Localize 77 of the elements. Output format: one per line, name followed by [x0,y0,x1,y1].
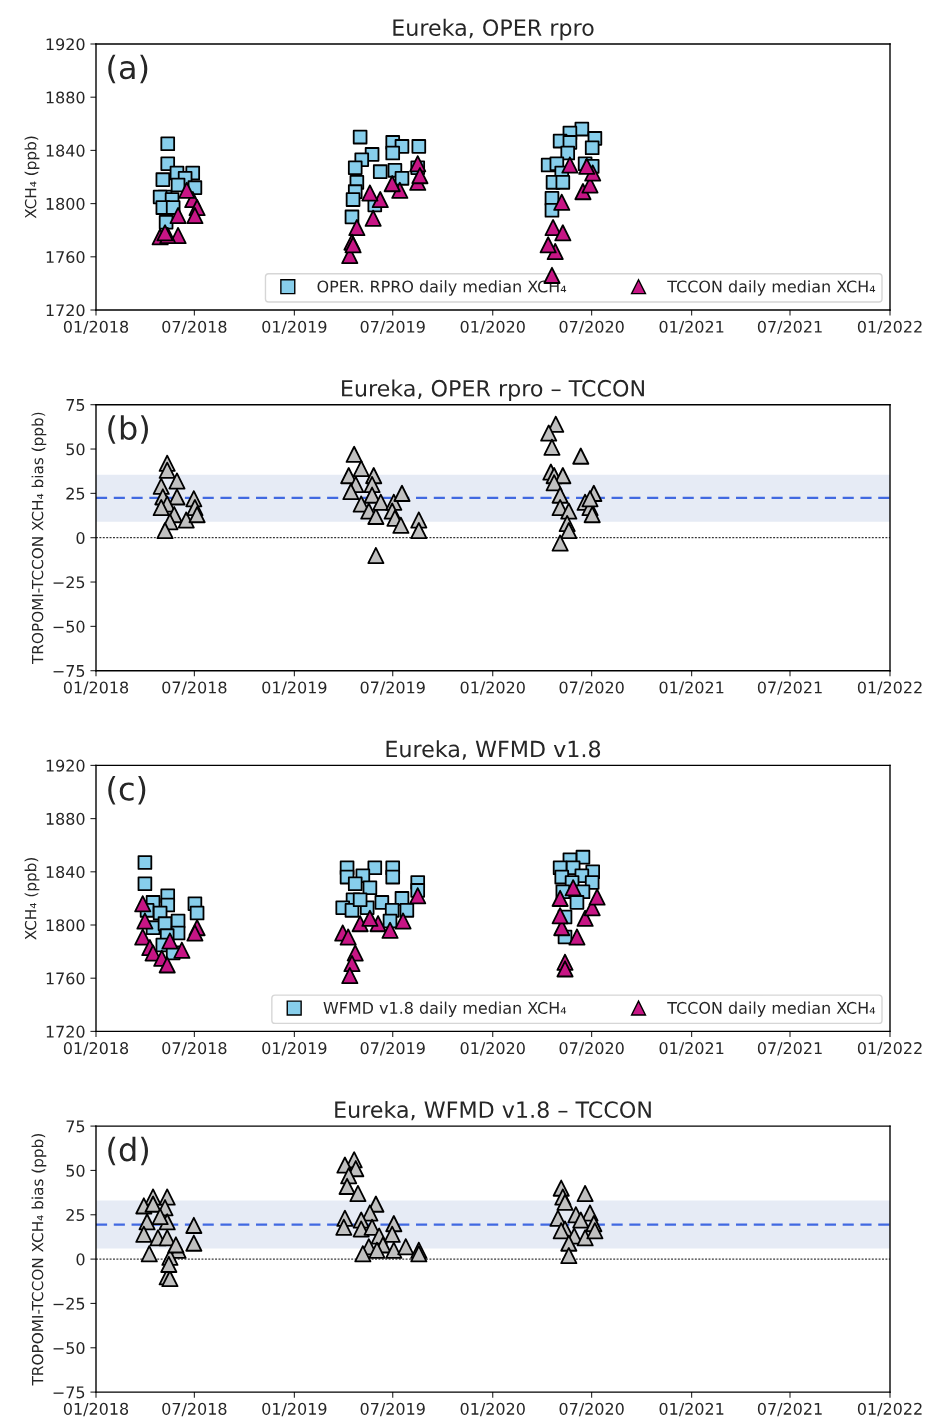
x-tick-label: 07/2018 [162,1042,227,1056]
x-tick-label: 01/2019 [262,1042,327,1056]
x-tick-label: 01/2018 [63,681,129,695]
y-tick-label: 0 [76,531,85,544]
chart-title: Eureka, OPER rpro – TCCON [342,379,644,401]
x-tick-label: 07/2018 [162,320,227,335]
y-tick-label: −75 [53,665,85,677]
x-tick-label: 01/2018 [63,320,129,335]
y-tick-label: 25 [66,1208,85,1222]
x-tick-label: 07/2021 [757,681,822,695]
x-tick-label: 01/2021 [659,681,724,695]
x-tick-label: 07/2021 [757,1402,822,1417]
x-tick-label: 01/2022 [857,681,922,695]
x-tick-label: 01/2019 [262,1402,327,1417]
y-axis-title: XCH₄ (ppb) [24,136,40,219]
chart-title: Eureka, WFMD v1.8 [386,740,601,760]
y-tick-label: 75 [66,399,85,411]
annotation: (d) [108,1136,148,1166]
x-tick-label: 07/2019 [360,1402,425,1417]
x-tick-label: 01/2020 [460,320,525,335]
y-axis-title: TROPOMI-TCCON XCH₄ bias (ppb) [31,412,47,665]
y-axis-title: TROPOMI-TCCON XCH₄ bias (ppb) [31,1134,47,1386]
x-tick-label: 01/2021 [659,1042,724,1056]
y-tick-label: 1920 [46,38,85,51]
y-tick-label: −50 [53,620,85,633]
legend-label: WFMD v1.8 daily median XCH₄ [323,1001,567,1018]
y-tick-label: 1800 [46,197,85,210]
x-tick-label: 07/2019 [360,1042,425,1056]
chart-title: Eureka, OPER rpro [393,18,594,41]
x-tick-label: 07/2020 [559,320,624,335]
y-tick-label: 1720 [46,1025,85,1038]
annotation: (c) [108,776,146,805]
y-tick-label: 1720 [46,304,85,317]
y-tick-label: 1880 [46,812,85,825]
legend-label: TCCON daily median XCH₄ [667,1001,876,1018]
x-tick-label: 07/2020 [559,1402,624,1417]
chart-title: Eureka, WFMD v1.8 – TCCON [335,1100,651,1121]
x-tick-label: 07/2021 [757,1042,822,1056]
y-tick-label: 50 [66,1164,85,1177]
y-tick-label: 1800 [46,919,85,932]
y-tick-label: 0 [76,1253,85,1266]
y-tick-label: 75 [66,1120,85,1133]
y-tick-label: −50 [53,1341,85,1355]
x-tick-label: 07/2021 [757,320,822,335]
x-tick-label: 07/2019 [360,320,425,335]
x-tick-label: 01/2020 [460,681,525,695]
x-tick-label: 01/2021 [659,320,724,335]
y-tick-label: 1840 [46,866,85,879]
x-tick-label: 01/2022 [857,320,922,335]
y-tick-label: 1880 [46,91,85,104]
x-tick-label: 01/2019 [262,681,327,695]
y-tick-label: −75 [53,1386,85,1399]
y-tick-label: 1920 [46,759,85,772]
x-tick-label: 01/2020 [460,1042,525,1056]
x-tick-label: 07/2018 [162,681,227,695]
x-tick-label: 01/2019 [262,320,327,335]
y-tick-label: 25 [66,487,85,500]
x-tick-label: 01/2018 [63,1402,129,1417]
x-tick-label: 07/2019 [360,681,425,695]
y-tick-label: −25 [53,576,85,589]
legend-label: TCCON daily median XCH₄ [667,280,876,296]
y-tick-label: −25 [53,1297,85,1310]
x-tick-label: 07/2018 [162,1402,227,1417]
x-tick-label: 01/2021 [659,1402,724,1417]
x-tick-label: 01/2020 [460,1402,525,1417]
y-axis-title: XCH₄ (ppb) [24,857,40,940]
x-tick-label: 01/2018 [63,1042,129,1056]
x-tick-label: 01/2022 [857,1402,922,1417]
annotation: (b) [108,415,148,444]
x-tick-label: 07/2020 [559,1042,624,1056]
y-tick-label: 1760 [46,251,85,264]
x-tick-label: 01/2022 [857,1042,922,1056]
y-tick-label: 1760 [46,972,85,985]
y-tick-label: 50 [66,443,85,456]
x-tick-label: 07/2020 [559,681,624,695]
annotation: (a) [108,54,148,84]
y-tick-label: 1840 [46,144,85,157]
